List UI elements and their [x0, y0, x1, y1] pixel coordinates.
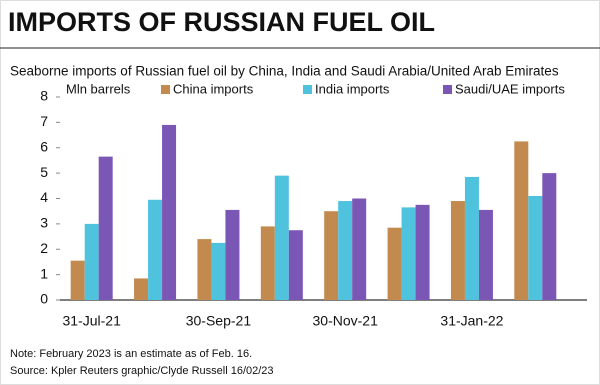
bar: [70, 260, 85, 300]
y-tick-label: 4: [40, 189, 48, 205]
bar: [338, 201, 353, 300]
legend-label: Saudi/UAE imports: [455, 81, 565, 96]
bar: [450, 201, 465, 300]
y-tick-label: 0: [40, 291, 48, 307]
bar: [84, 223, 99, 300]
bar: [211, 242, 226, 300]
legend-swatch: [303, 85, 312, 94]
chart-title: IMPORTS OF RUSSIAN FUEL OIL: [8, 7, 435, 37]
bar: [98, 156, 113, 300]
y-tick-label: 3: [40, 215, 48, 231]
bar: [197, 239, 212, 300]
x-tick-label: 31-Jul-21: [63, 313, 122, 329]
x-tick-label: 31-Jan-22: [440, 313, 503, 329]
bar: [225, 209, 240, 300]
bar: [387, 227, 402, 300]
note: Note: February 2023 is an estimate as of…: [10, 348, 252, 360]
bar: [288, 230, 303, 300]
y-tick-label: 6: [40, 138, 48, 154]
bar: [324, 211, 339, 300]
bar: [542, 173, 557, 300]
y-tick-label: 2: [40, 240, 48, 256]
bar: [514, 141, 529, 300]
bar: [134, 278, 149, 300]
bar: [464, 176, 479, 300]
bar: [148, 199, 163, 300]
y-tick-label: 7: [40, 113, 48, 129]
bar: [162, 124, 177, 300]
legend-label: China imports: [173, 81, 254, 96]
legend-label: India imports: [315, 81, 390, 96]
bar: [415, 204, 430, 300]
legend-swatch: [161, 85, 170, 94]
bar: [478, 209, 493, 300]
bar: [274, 175, 289, 300]
bar: [352, 198, 367, 300]
chart-subtitle: Seaborne imports of Russian fuel oil by …: [10, 64, 559, 79]
y-tick-label: 8: [40, 88, 48, 104]
x-tick-label: 30-Sep-21: [186, 313, 252, 329]
bar: [528, 195, 543, 300]
y-axis-label: Mln barrels: [66, 81, 131, 96]
bar: [401, 207, 416, 300]
legend-swatch: [443, 85, 452, 94]
y-tick-label: 5: [40, 164, 48, 180]
bar: [260, 226, 275, 300]
x-tick-label: 30-Nov-21: [313, 313, 379, 329]
source: Source: Kpler Reuters graphic/Clyde Russ…: [10, 365, 274, 377]
y-tick-label: 1: [40, 265, 48, 281]
